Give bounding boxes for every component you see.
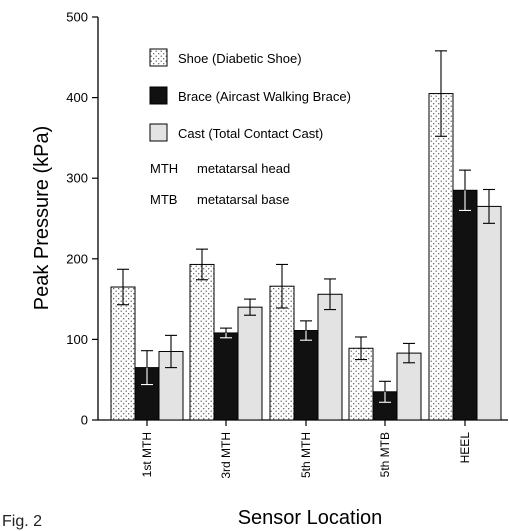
- x-axis: 1st MTH 3rd MTH 5th MTH 5th MTB HEEL: [140, 420, 472, 479]
- legend: Shoe (Diabetic Shoe) Brace (Aircast Walki…: [149, 48, 351, 142]
- bar: [110, 286, 136, 421]
- y-tick-label: 100: [66, 332, 88, 347]
- abbreviation: MTB: [150, 192, 177, 207]
- bar: [317, 293, 343, 421]
- bar: [476, 205, 502, 421]
- y-tick-label: 200: [66, 251, 88, 266]
- abbreviation-notes: MTH metatarsal head MTB metatarsal base: [150, 161, 290, 207]
- y-tick-label: 500: [66, 10, 88, 25]
- legend-swatch: [149, 48, 168, 67]
- y-tick-label: 300: [66, 171, 88, 186]
- x-axis-title: Sensor Location: [238, 507, 383, 529]
- y-tick-label: 0: [81, 413, 88, 428]
- y-axis: 0 100 200 300 400 500: [66, 10, 98, 428]
- bar: [348, 347, 374, 421]
- y-axis-title: Peak Pressure (kPa): [31, 126, 53, 311]
- y-tick-label: 400: [66, 90, 88, 105]
- bar: [213, 332, 239, 421]
- legend-label: Shoe (Diabetic Shoe): [178, 51, 302, 66]
- abbreviation-meaning: metatarsal base: [197, 192, 290, 207]
- bar: [452, 189, 478, 421]
- figure-label: Fig. 2: [2, 513, 42, 530]
- x-tick-label: 1st MTH: [140, 432, 154, 477]
- x-tick-label: 5th MTH: [299, 432, 313, 478]
- legend-swatch: [149, 123, 168, 142]
- bar: [237, 306, 263, 421]
- x-tick-label: 5th MTB: [378, 432, 392, 477]
- abbreviation-meaning: metatarsal head: [197, 161, 290, 176]
- bar: [428, 93, 454, 421]
- bars-group: [110, 50, 502, 421]
- legend-label: Cast (Total Contact Cast): [178, 126, 323, 141]
- bar: [396, 352, 422, 421]
- bar: [293, 330, 319, 421]
- x-tick-label: HEEL: [458, 432, 472, 464]
- legend-swatch: [149, 86, 168, 105]
- abbreviation: MTH: [150, 161, 178, 176]
- legend-label: Brace (Aircast Walking Brace): [178, 89, 351, 104]
- x-tick-label: 3rd MTH: [219, 432, 233, 479]
- bar: [189, 263, 215, 421]
